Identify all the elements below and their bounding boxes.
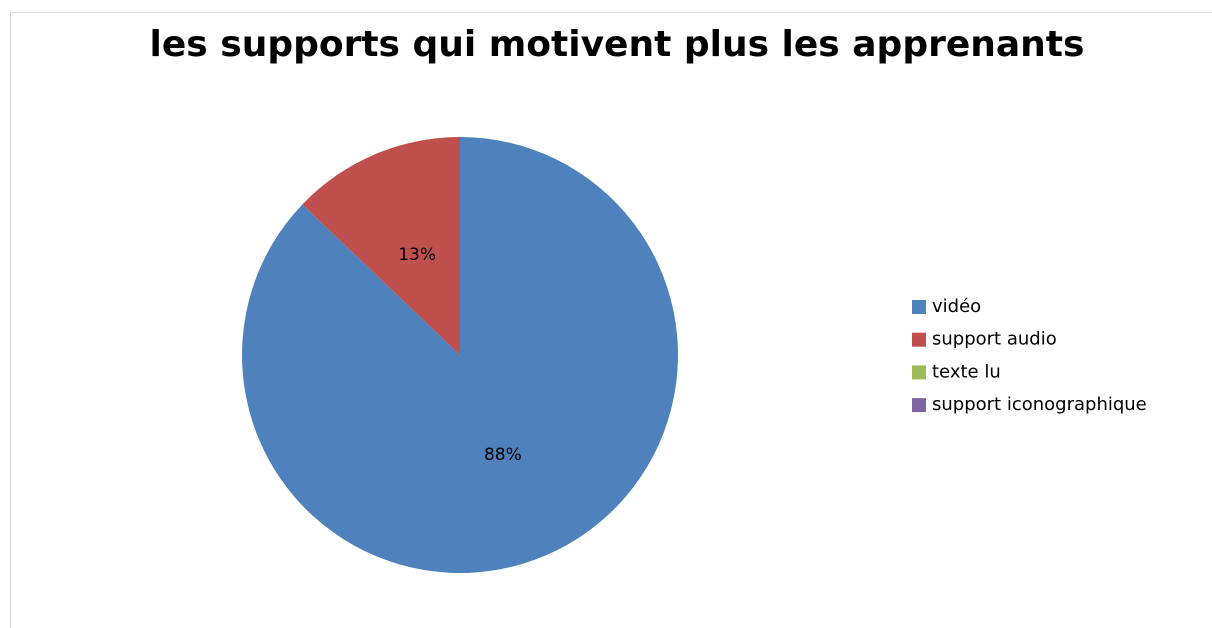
data-label: 13% — [398, 245, 436, 265]
pie-slice — [302, 137, 460, 355]
legend-label: support iconographique — [932, 394, 1147, 415]
legend-swatch — [912, 300, 926, 314]
legend-label: texte lu — [932, 361, 1001, 382]
legend-label: support audio — [932, 329, 1057, 350]
legend-swatch — [912, 398, 926, 413]
chart-title: les supports qui motivent plus les appre… — [150, 24, 1085, 65]
legend-swatch — [912, 332, 926, 347]
data-label: 88% — [484, 445, 522, 465]
legend-label: vidéo — [932, 296, 981, 317]
legend-swatch — [912, 365, 926, 380]
